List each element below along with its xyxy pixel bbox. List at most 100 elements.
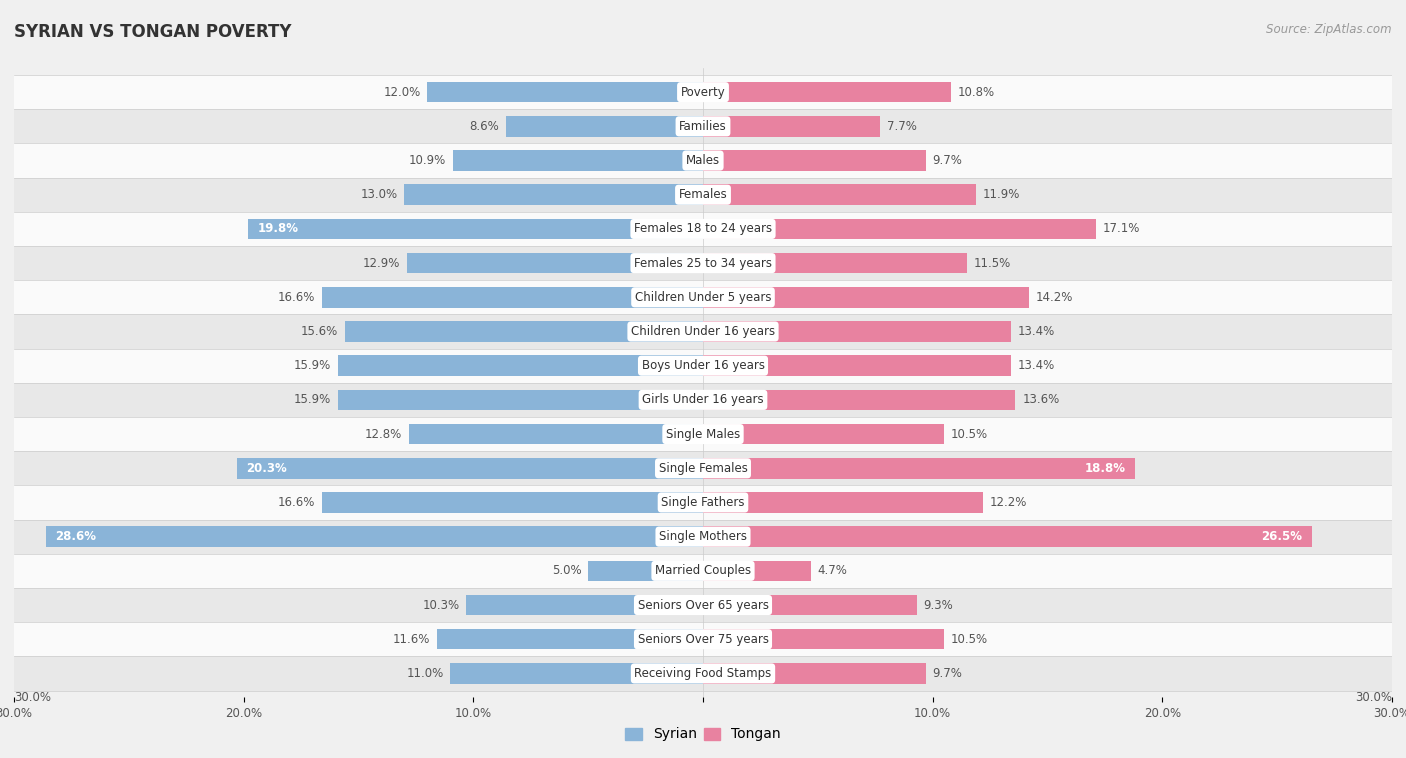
Bar bbox=[437, 629, 703, 650]
Text: 16.6%: 16.6% bbox=[277, 291, 315, 304]
Text: 10.9%: 10.9% bbox=[409, 154, 446, 167]
Bar bbox=[14, 519, 1392, 554]
Text: Seniors Over 65 years: Seniors Over 65 years bbox=[637, 599, 769, 612]
Text: Single Males: Single Males bbox=[666, 428, 740, 440]
Bar bbox=[703, 82, 950, 102]
Bar bbox=[337, 390, 703, 410]
Text: Families: Families bbox=[679, 120, 727, 133]
Text: 9.7%: 9.7% bbox=[932, 154, 963, 167]
Bar bbox=[14, 211, 1392, 246]
Text: 19.8%: 19.8% bbox=[257, 222, 298, 236]
Text: 10.5%: 10.5% bbox=[950, 633, 988, 646]
Text: Females 18 to 24 years: Females 18 to 24 years bbox=[634, 222, 772, 236]
Bar bbox=[14, 383, 1392, 417]
Bar bbox=[322, 287, 703, 308]
Bar bbox=[703, 321, 1011, 342]
Text: 12.2%: 12.2% bbox=[990, 496, 1028, 509]
Bar bbox=[703, 356, 1011, 376]
Text: Females: Females bbox=[679, 188, 727, 201]
Text: 13.0%: 13.0% bbox=[360, 188, 398, 201]
Text: 13.4%: 13.4% bbox=[1018, 325, 1054, 338]
Bar bbox=[14, 280, 1392, 315]
Text: 18.8%: 18.8% bbox=[1084, 462, 1126, 475]
Text: 28.6%: 28.6% bbox=[55, 530, 97, 543]
Bar bbox=[703, 390, 1015, 410]
Text: 10.5%: 10.5% bbox=[950, 428, 988, 440]
Text: 12.0%: 12.0% bbox=[384, 86, 420, 99]
Bar bbox=[14, 143, 1392, 177]
Text: Children Under 5 years: Children Under 5 years bbox=[634, 291, 772, 304]
Text: 11.0%: 11.0% bbox=[406, 667, 443, 680]
Bar bbox=[703, 184, 976, 205]
Bar bbox=[588, 561, 703, 581]
Text: 17.1%: 17.1% bbox=[1102, 222, 1140, 236]
Text: Single Females: Single Females bbox=[658, 462, 748, 475]
Text: Single Fathers: Single Fathers bbox=[661, 496, 745, 509]
Bar bbox=[703, 253, 967, 274]
Bar bbox=[14, 75, 1392, 109]
Bar bbox=[506, 116, 703, 136]
Bar bbox=[249, 218, 703, 240]
Bar bbox=[337, 356, 703, 376]
Text: 20.3%: 20.3% bbox=[246, 462, 287, 475]
Bar bbox=[14, 109, 1392, 143]
Text: Married Couples: Married Couples bbox=[655, 565, 751, 578]
Text: 11.5%: 11.5% bbox=[974, 257, 1011, 270]
Text: Single Mothers: Single Mothers bbox=[659, 530, 747, 543]
Text: Poverty: Poverty bbox=[681, 86, 725, 99]
Bar bbox=[406, 253, 703, 274]
Bar bbox=[322, 492, 703, 512]
Bar bbox=[450, 663, 703, 684]
Text: 12.8%: 12.8% bbox=[366, 428, 402, 440]
Text: SYRIAN VS TONGAN POVERTY: SYRIAN VS TONGAN POVERTY bbox=[14, 23, 291, 41]
Text: 10.8%: 10.8% bbox=[957, 86, 995, 99]
Bar bbox=[14, 656, 1392, 691]
Text: 26.5%: 26.5% bbox=[1261, 530, 1302, 543]
Text: 9.3%: 9.3% bbox=[924, 599, 953, 612]
Text: 12.9%: 12.9% bbox=[363, 257, 399, 270]
Text: 11.9%: 11.9% bbox=[983, 188, 1021, 201]
Bar bbox=[14, 554, 1392, 588]
Bar bbox=[409, 424, 703, 444]
Bar bbox=[703, 561, 811, 581]
Legend: Syrian, Tongan: Syrian, Tongan bbox=[620, 722, 786, 747]
Text: 4.7%: 4.7% bbox=[818, 565, 848, 578]
Text: Males: Males bbox=[686, 154, 720, 167]
Bar bbox=[703, 218, 1095, 240]
Bar bbox=[14, 246, 1392, 280]
Bar bbox=[703, 663, 925, 684]
Bar bbox=[14, 177, 1392, 211]
Text: 15.9%: 15.9% bbox=[294, 393, 330, 406]
Text: Girls Under 16 years: Girls Under 16 years bbox=[643, 393, 763, 406]
Text: 10.3%: 10.3% bbox=[422, 599, 460, 612]
Text: 13.4%: 13.4% bbox=[1018, 359, 1054, 372]
Text: 8.6%: 8.6% bbox=[468, 120, 499, 133]
Bar bbox=[703, 287, 1029, 308]
Bar bbox=[14, 451, 1392, 485]
Text: 7.7%: 7.7% bbox=[887, 120, 917, 133]
Text: 30.0%: 30.0% bbox=[14, 691, 51, 703]
Bar bbox=[14, 622, 1392, 656]
Bar bbox=[427, 82, 703, 102]
Bar bbox=[453, 150, 703, 171]
Bar bbox=[703, 595, 917, 615]
Bar bbox=[236, 458, 703, 478]
Text: Children Under 16 years: Children Under 16 years bbox=[631, 325, 775, 338]
Text: Females 25 to 34 years: Females 25 to 34 years bbox=[634, 257, 772, 270]
Bar bbox=[703, 629, 945, 650]
Text: 13.6%: 13.6% bbox=[1022, 393, 1060, 406]
Text: 9.7%: 9.7% bbox=[932, 667, 963, 680]
Bar bbox=[703, 150, 925, 171]
Text: Boys Under 16 years: Boys Under 16 years bbox=[641, 359, 765, 372]
Bar bbox=[405, 184, 703, 205]
Text: Receiving Food Stamps: Receiving Food Stamps bbox=[634, 667, 772, 680]
Text: 15.6%: 15.6% bbox=[301, 325, 337, 338]
Bar bbox=[46, 526, 703, 547]
Bar bbox=[14, 315, 1392, 349]
Bar bbox=[467, 595, 703, 615]
Bar bbox=[14, 588, 1392, 622]
Text: Seniors Over 75 years: Seniors Over 75 years bbox=[637, 633, 769, 646]
Text: 11.6%: 11.6% bbox=[392, 633, 430, 646]
Text: 15.9%: 15.9% bbox=[294, 359, 330, 372]
Bar bbox=[703, 526, 1312, 547]
